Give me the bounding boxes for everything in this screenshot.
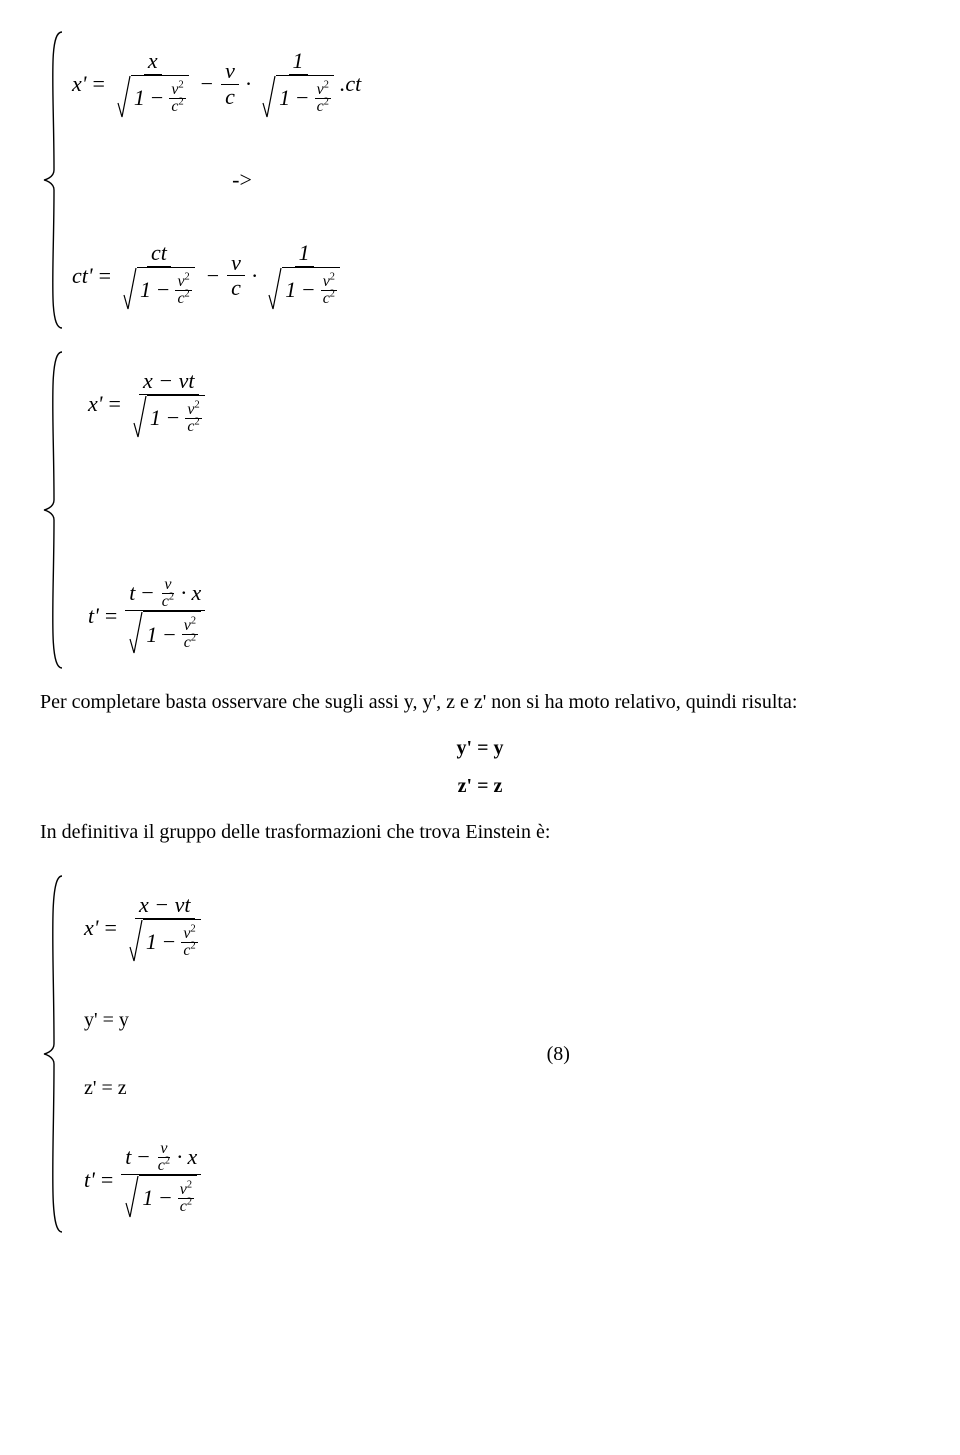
- paragraph-2: In definitiva il gruppo delle trasformaz…: [40, 818, 920, 846]
- fraction: v c: [221, 59, 239, 108]
- fraction: 1 1− v2c2: [258, 49, 338, 118]
- equation-number: (8): [547, 1040, 570, 1068]
- brace-icon: [40, 874, 68, 1234]
- eq-row-tprime: t' = t − v c2 · x 1−: [88, 576, 211, 656]
- brace-icon: [40, 350, 68, 670]
- numerator: x: [144, 49, 162, 74]
- equals: =: [92, 69, 104, 100]
- eq-row-xprime: x' = x − vt 1− v2c2: [88, 364, 211, 444]
- lhs: ct': [72, 261, 93, 292]
- arrow-row: ->: [72, 165, 412, 196]
- eq-row-z: z' = z: [84, 1073, 207, 1103]
- fraction: x 1 − v2 c2: [113, 49, 193, 118]
- eq-row-ct: ct' = ct 1− v2c2 − v c: [72, 236, 412, 316]
- eq-row-x: x' = x 1 − v2 c2: [72, 44, 412, 124]
- equation-system-1: x' = x 1 − v2 c2: [40, 30, 920, 330]
- eq-y: y' = y: [40, 734, 920, 762]
- minus: −: [201, 69, 213, 100]
- sqrt: 1 − v2 c2: [117, 75, 189, 119]
- equation-system-3: x' = x − vt 1− v2c2 y' = y z' = z t': [40, 874, 207, 1234]
- lhs: x': [72, 69, 86, 100]
- eq-row-tprime: t' = t − v c2 · x 1−: [84, 1140, 207, 1220]
- eq-row-xprime: x' = x − vt 1− v2c2: [84, 888, 207, 968]
- denominator: 1 − v2 c2: [113, 75, 193, 119]
- cdot: ·: [245, 69, 252, 100]
- paragraph-1: Per completare basta osservare che sugli…: [40, 688, 920, 716]
- system-body: x' = x − vt 1− v2c2 y' = y z' = z t': [68, 874, 207, 1234]
- eq-z: z' = z: [40, 772, 920, 800]
- system-body: x' = x − vt 1− v2c2 t' =: [68, 350, 211, 670]
- equation-system-3-wrapper: x' = x − vt 1− v2c2 y' = y z' = z t': [40, 864, 920, 1244]
- system-body: x' = x 1 − v2 c2: [68, 30, 412, 330]
- equation-system-2: x' = x − vt 1− v2c2 t' =: [40, 350, 920, 670]
- arrow: ->: [232, 165, 252, 196]
- tail: .ct: [340, 69, 361, 100]
- eq-row-y: y' = y: [84, 1005, 207, 1035]
- brace-icon: [40, 30, 68, 330]
